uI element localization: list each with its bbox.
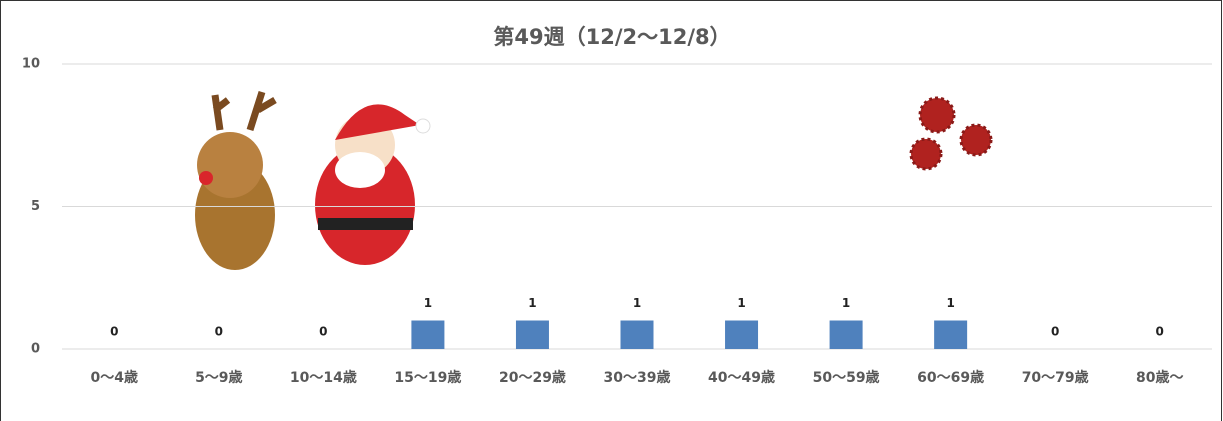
data-label: 1 — [528, 296, 536, 310]
bar — [830, 321, 863, 350]
data-label: 0 — [215, 325, 223, 339]
x-tick-label: 5〜9歳 — [195, 369, 242, 386]
bar — [934, 321, 967, 350]
y-tick-label: 10 — [22, 57, 40, 72]
reindeer-head — [197, 132, 263, 198]
data-label: 1 — [424, 296, 432, 310]
santa-pompom — [416, 119, 430, 133]
x-tick-label: 10〜14歳 — [290, 369, 357, 386]
chart: 第49週（12/2〜12/8） 05100〜4歳05〜9歳010〜14歳015〜… — [0, 0, 1223, 421]
data-label: 1 — [842, 296, 850, 310]
bar — [411, 321, 444, 350]
x-tick-label: 50〜59歳 — [813, 369, 880, 386]
data-label: 1 — [946, 296, 954, 310]
data-label: 0 — [1051, 325, 1059, 339]
bar — [621, 321, 654, 350]
data-label: 1 — [633, 296, 641, 310]
x-tick-label: 0〜4歳 — [91, 369, 138, 386]
virus — [961, 125, 991, 155]
reindeer-nose — [199, 171, 213, 185]
chart-title: 第49週（12/2〜12/8） — [493, 25, 730, 49]
data-label: 0 — [110, 325, 118, 339]
y-tick-label: 5 — [31, 199, 40, 214]
x-tick-label: 80歳〜 — [1136, 369, 1183, 386]
santa-belt — [318, 218, 413, 230]
y-tick-label: 0 — [31, 342, 40, 357]
bar — [725, 321, 758, 350]
data-label: 1 — [737, 296, 745, 310]
x-tick-label: 40〜49歳 — [708, 369, 775, 386]
x-tick-label: 70〜79歳 — [1022, 369, 1089, 386]
virus — [911, 139, 941, 169]
bar — [516, 321, 549, 350]
x-tick-label: 15〜19歳 — [394, 369, 461, 386]
x-tick-label: 20〜29歳 — [499, 369, 566, 386]
virus — [920, 98, 954, 132]
x-tick-label: 60〜69歳 — [917, 369, 984, 386]
data-label: 0 — [1156, 325, 1164, 339]
data-label: 0 — [319, 325, 327, 339]
santa-beard — [335, 152, 385, 188]
x-tick-label: 30〜39歳 — [604, 369, 671, 386]
